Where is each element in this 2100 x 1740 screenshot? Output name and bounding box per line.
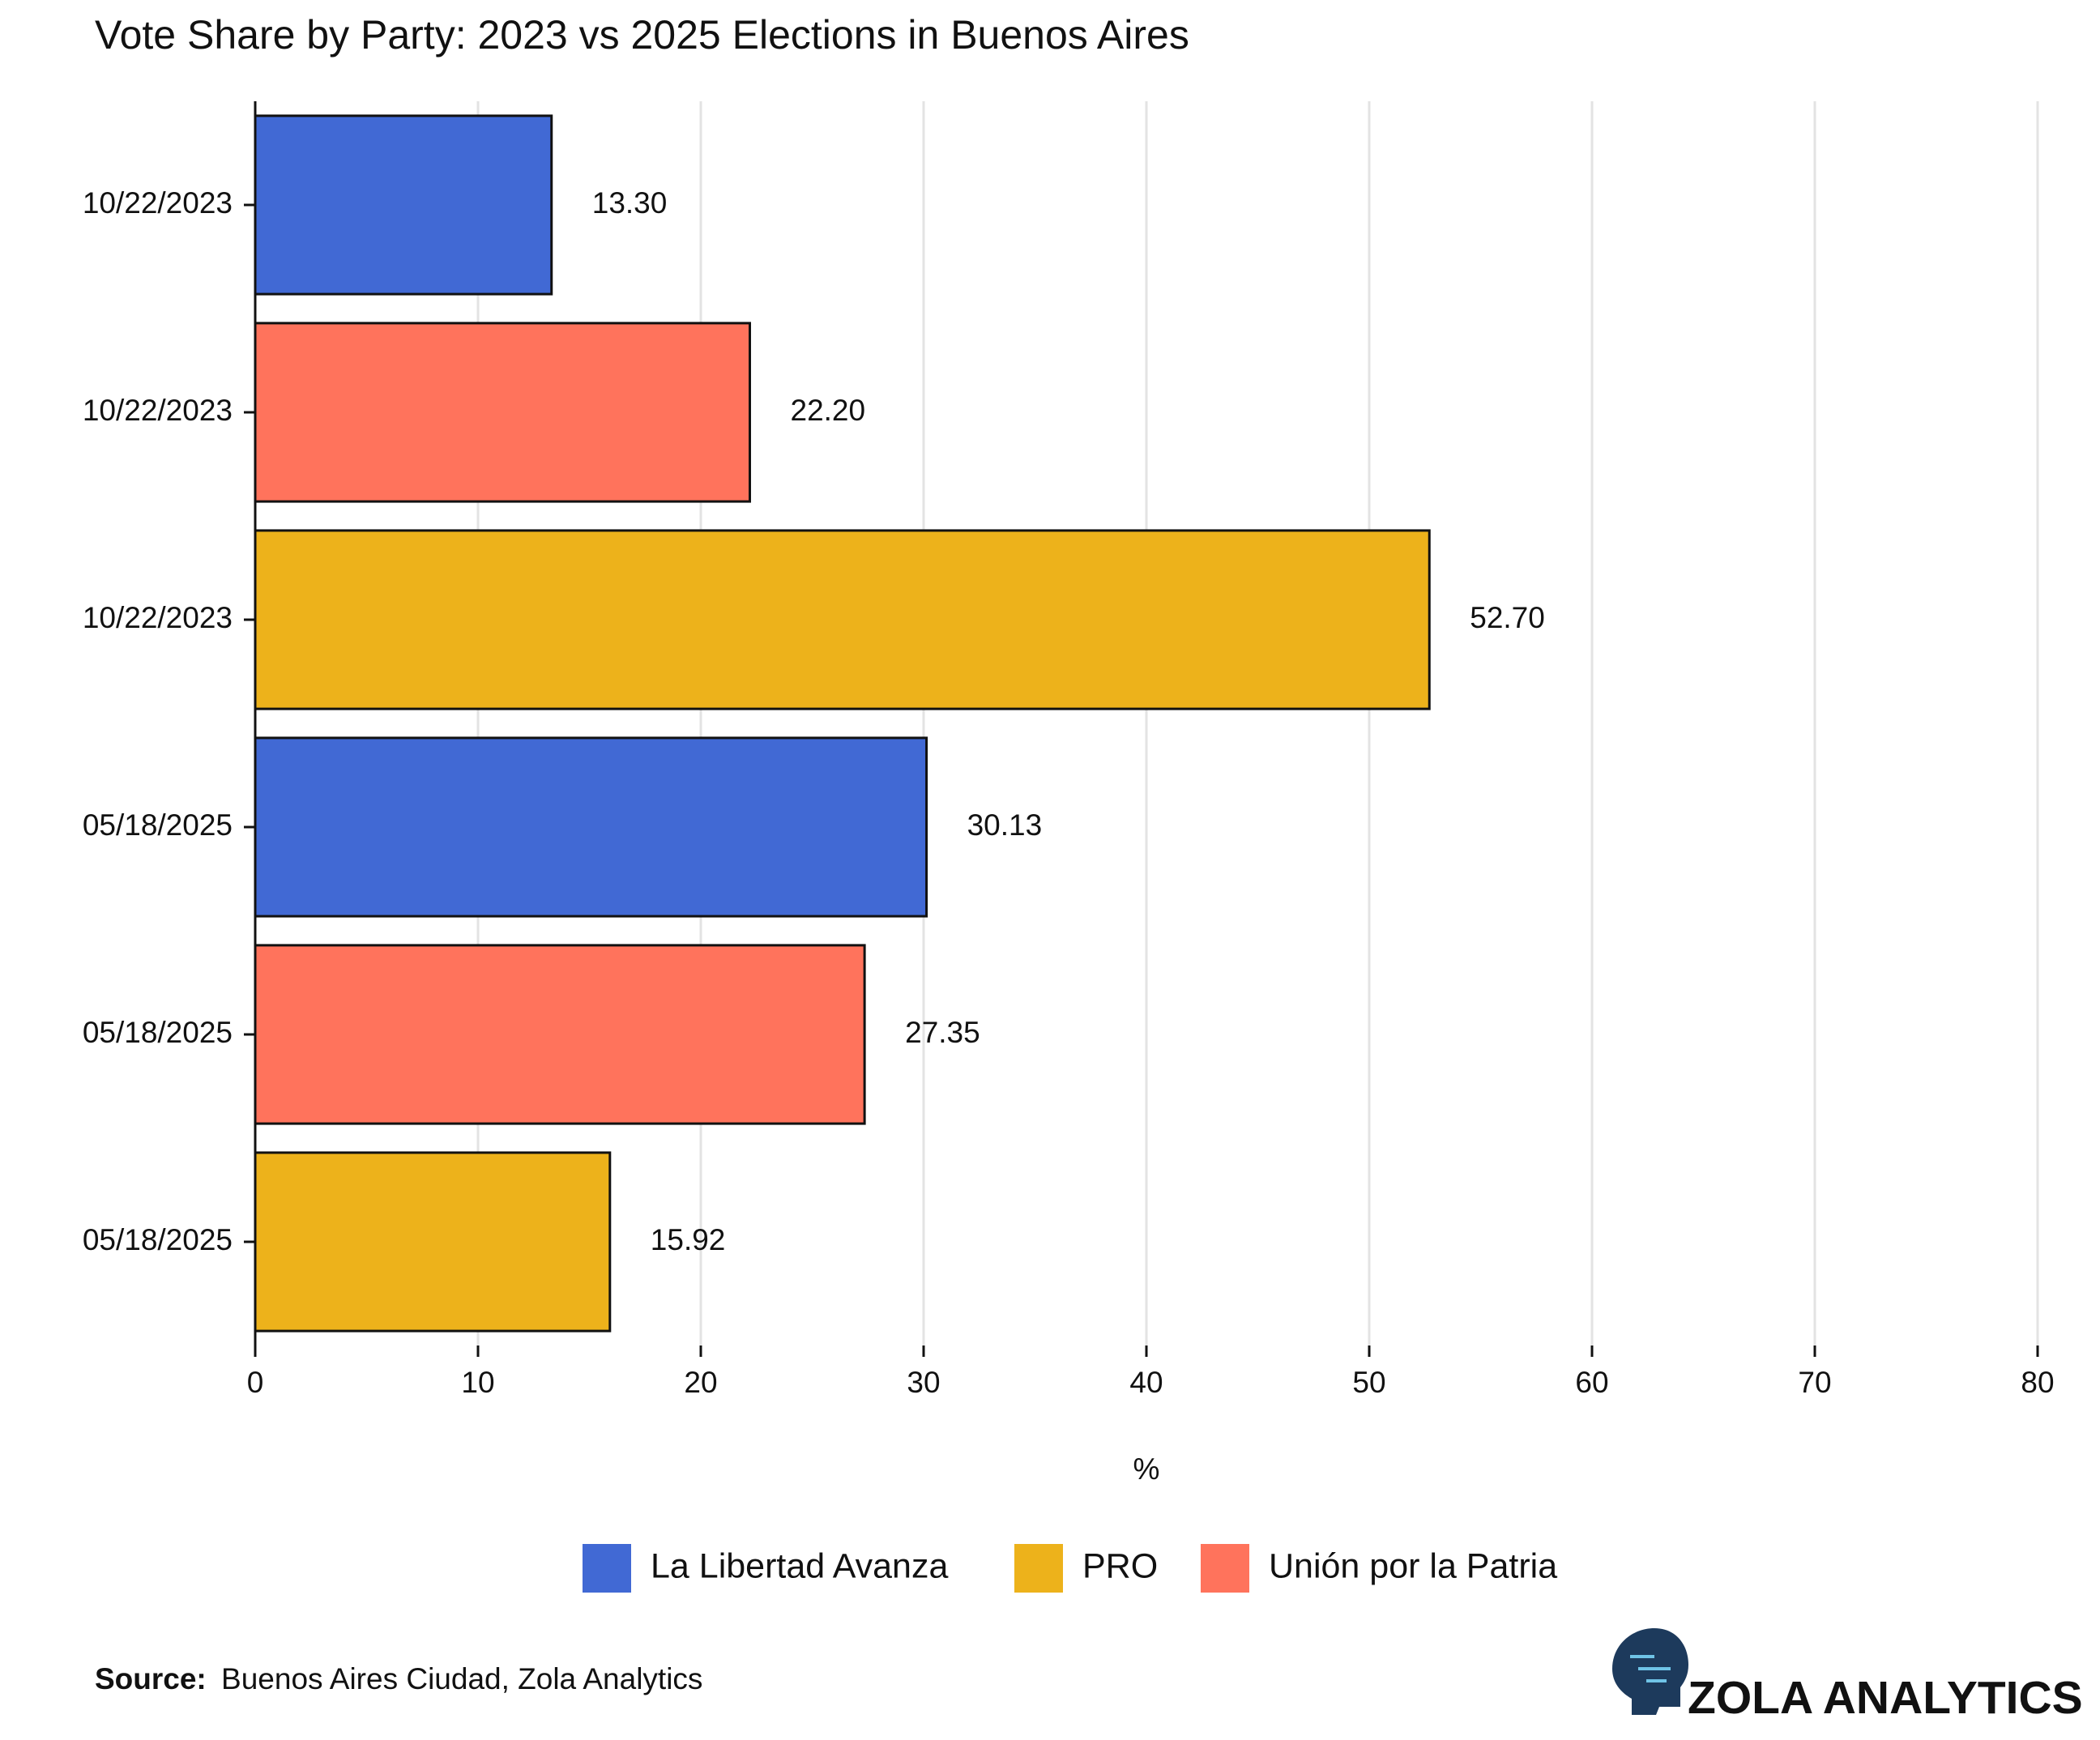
source-note: Source: Buenos Aires Ciudad, Zola Analyt… xyxy=(95,1662,702,1695)
brand-name: ZOLA ANALYTICS xyxy=(1688,1672,2083,1724)
legend-swatch xyxy=(583,1544,631,1593)
x-tick-label: 30 xyxy=(907,1366,940,1399)
y-tick-label: 10/22/2023 xyxy=(83,186,233,220)
x-tick-label: 40 xyxy=(1129,1366,1163,1399)
bar xyxy=(254,529,1431,710)
x-tick-label: 50 xyxy=(1352,1366,1385,1399)
source-text: Buenos Aires Ciudad, Zola Analytics xyxy=(221,1662,702,1695)
value-label: 30.13 xyxy=(967,808,1043,842)
value-label: 22.20 xyxy=(791,394,866,427)
legend-label: Unión por la Patria xyxy=(1269,1546,1557,1585)
bar xyxy=(254,1151,612,1333)
value-label: 52.70 xyxy=(1470,601,1545,634)
logo-head xyxy=(1612,1628,1688,1715)
legend-label: La Libertad Avanza xyxy=(651,1546,948,1585)
source-label: Source: xyxy=(95,1662,207,1695)
bar xyxy=(254,322,751,503)
legend-swatch xyxy=(1014,1544,1063,1593)
brand-logo: ZOLA ANALYTICS xyxy=(1612,1628,2083,1724)
logo-circuit xyxy=(1630,1655,1671,1682)
y-tick-label: 10/22/2023 xyxy=(83,394,233,427)
y-tick-label: 05/18/2025 xyxy=(83,808,233,842)
value-label: 15.92 xyxy=(651,1223,726,1256)
bar xyxy=(254,736,928,918)
chart-title: Vote Share by Party: 2023 vs 2025 Electi… xyxy=(95,12,1189,58)
bar xyxy=(254,944,866,1125)
y-tick-label: 10/22/2023 xyxy=(83,601,233,634)
x-tick-label: 70 xyxy=(1798,1366,1831,1399)
y-tick-label: 05/18/2025 xyxy=(83,1016,233,1049)
x-axis-label: % xyxy=(1133,1452,1160,1486)
y-tick-label: 05/18/2025 xyxy=(83,1223,233,1256)
bar xyxy=(254,114,553,296)
x-tick-label: 10 xyxy=(461,1366,494,1399)
legend-swatch xyxy=(1201,1544,1249,1593)
value-label: 27.35 xyxy=(905,1016,980,1049)
x-tick-label: 20 xyxy=(684,1366,717,1399)
x-tick-label: 0 xyxy=(247,1366,264,1399)
value-label: 13.30 xyxy=(592,186,668,220)
legend-label: PRO xyxy=(1082,1546,1158,1585)
x-tick-label: 80 xyxy=(2021,1366,2054,1399)
x-tick-label: 60 xyxy=(1575,1366,1608,1399)
